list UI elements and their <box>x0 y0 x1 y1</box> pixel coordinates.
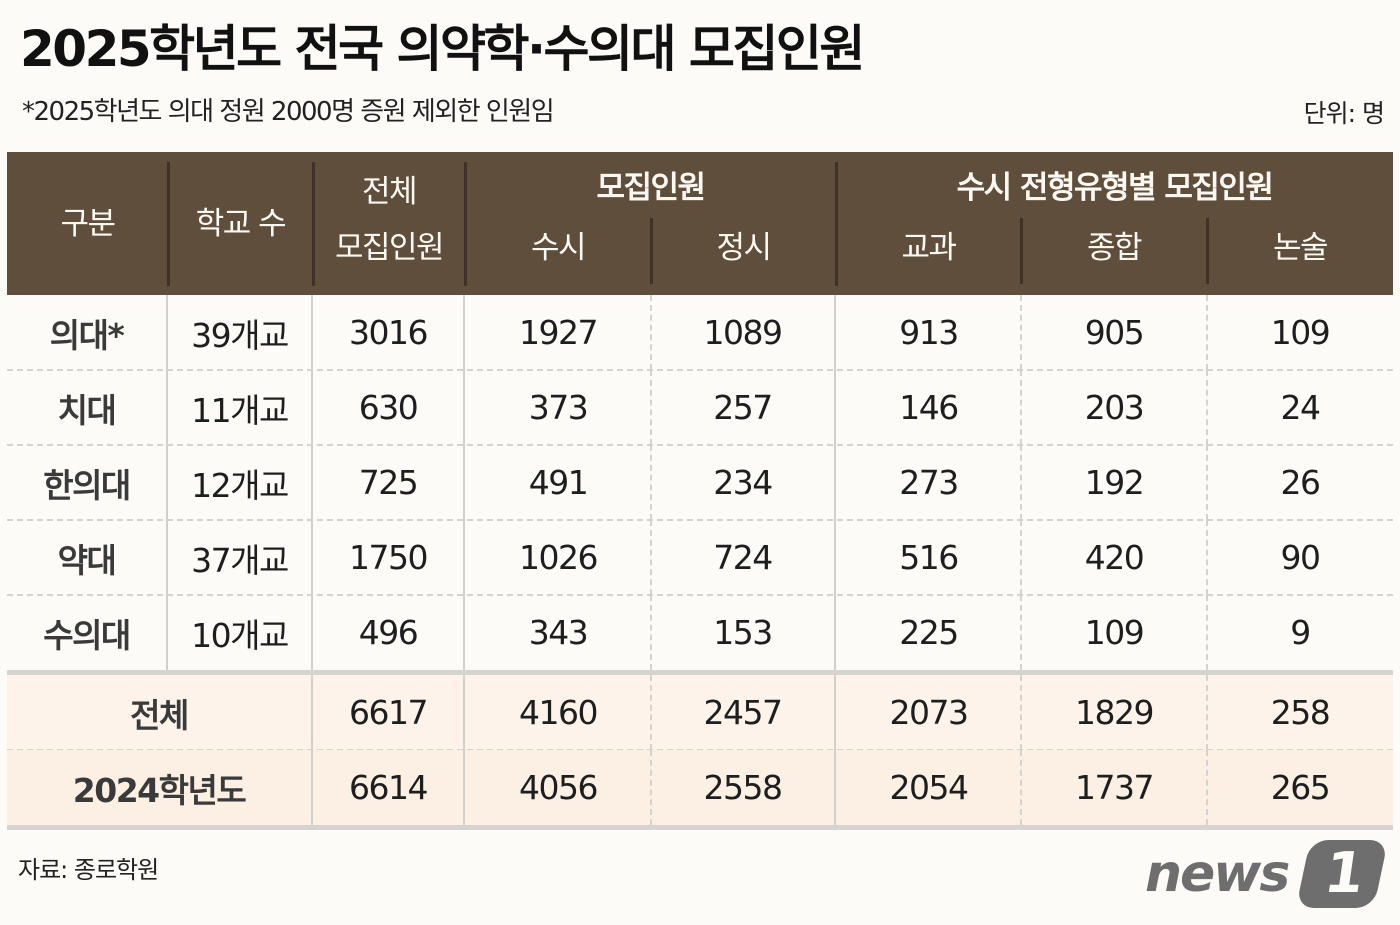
row-jeongsi: 724 <box>651 520 836 595</box>
row-total: 3016 <box>313 295 465 370</box>
total-label: 전체 <box>7 675 313 750</box>
row-jonghap: 420 <box>1021 520 1208 595</box>
row-nonsul: 9 <box>1290 613 1311 652</box>
row-susi: 373 <box>465 370 652 445</box>
header-total-line2: 모집인원 <box>334 230 445 266</box>
prev-nonsul: 265 <box>1270 768 1331 807</box>
row-jonghap: 192 <box>1021 445 1208 520</box>
page-title: 2025학년도 전국 의약학·수의대 모집인원 <box>20 20 865 78</box>
row-total: 630 <box>313 370 465 445</box>
row-susi: 491 <box>465 445 652 520</box>
bottom-rule <box>7 825 1393 830</box>
total-jeongsi: 2457 <box>651 675 836 750</box>
row-nonsul: 26 <box>1280 463 1322 502</box>
prev-susi: 4056 <box>465 750 652 825</box>
header-divider <box>1020 218 1023 284</box>
header-category: 구분 <box>60 205 116 242</box>
header-susi: 수시 <box>530 230 587 266</box>
table-row: 한의대 12개교 725 491 234 273 192 26 <box>7 445 1393 521</box>
row-jeongsi: 234 <box>651 445 836 520</box>
recruitment-table: 구분 학교 수 전체 모집인원 모집인원 수시 정시 수시 전형유형별 모집인원… <box>7 152 1393 830</box>
header-group-recruit: 모집인원 <box>596 170 706 206</box>
row-susi: 343 <box>465 595 652 670</box>
row-nonsul: 90 <box>1280 538 1322 577</box>
header-group-susi-type: 수시 전형유형별 모집인원 <box>956 170 1274 206</box>
header-divider <box>167 162 170 286</box>
table-row: 약대 37개교 1750 1026 724 516 420 90 <box>7 520 1393 596</box>
prev-jonghap: 1737 <box>1021 750 1208 825</box>
row-schools: 37개교 <box>168 520 313 595</box>
footnote-subtitle: *2025학년도 의대 정원 2000명 증원 제외한 인원임 <box>22 97 555 127</box>
row-category: 한의대 <box>7 445 168 520</box>
header-schools: 학교 수 <box>195 205 287 242</box>
row-schools: 10개교 <box>168 595 313 670</box>
prev-label: 2024학년도 <box>7 750 313 825</box>
prev-year-row: 2024학년도 6614 4056 2558 2054 1737 265 <box>7 750 1393 825</box>
row-gyogwa: 273 <box>836 445 1022 520</box>
row-jeongsi: 153 <box>651 595 836 670</box>
prev-gyogwa: 2054 <box>836 750 1022 825</box>
header-divider <box>835 162 838 286</box>
row-gyogwa: 516 <box>836 520 1022 595</box>
total-total: 6617 <box>313 675 465 750</box>
header-divider <box>1206 218 1209 284</box>
row-jonghap: 905 <box>1021 295 1208 370</box>
row-gyogwa: 913 <box>836 295 1022 370</box>
row-jonghap: 203 <box>1021 370 1208 445</box>
row-schools: 39개교 <box>168 295 313 370</box>
header-nonsul: 논술 <box>1272 230 1329 266</box>
header-total-line1: 전체 <box>361 174 418 210</box>
total-nonsul: 258 <box>1270 693 1331 732</box>
row-category: 약대 <box>7 520 168 595</box>
row-nonsul: 109 <box>1270 313 1331 352</box>
source-label: 자료: 종로학원 <box>18 856 159 884</box>
table-header: 구분 학교 수 전체 모집인원 모집인원 수시 정시 수시 전형유형별 모집인원… <box>7 152 1393 295</box>
header-divider <box>312 162 315 286</box>
prev-jeongsi: 2558 <box>651 750 836 825</box>
row-susi: 1026 <box>465 520 652 595</box>
table-row: 수의대 10개교 496 343 153 225 109 9 <box>7 595 1393 670</box>
row-category: 의대* <box>7 295 168 370</box>
header-gyogwa: 교과 <box>901 230 957 266</box>
row-jeongsi: 257 <box>651 370 836 445</box>
row-jeongsi: 1089 <box>651 295 836 370</box>
total-susi: 4160 <box>465 675 652 750</box>
row-category: 수의대 <box>7 595 168 670</box>
table-body: 의대* 39개교 3016 1927 1089 913 905 109 치대 1… <box>7 295 1393 830</box>
header-divider <box>464 162 467 286</box>
row-gyogwa: 146 <box>836 370 1022 445</box>
row-category: 치대 <box>7 370 168 445</box>
total-row: 전체 6617 4160 2457 2073 1829 258 <box>7 675 1393 751</box>
row-total: 725 <box>313 445 465 520</box>
row-gyogwa: 225 <box>836 595 1022 670</box>
total-gyogwa: 2073 <box>836 675 1022 750</box>
logo-badge-number: 1 <box>1320 841 1369 906</box>
row-total: 1750 <box>313 520 465 595</box>
news1-logo: news 1 <box>1145 840 1389 910</box>
logo-badge-icon: 1 <box>1295 840 1389 908</box>
total-jonghap: 1829 <box>1021 675 1208 750</box>
row-schools: 11개교 <box>168 370 313 445</box>
row-nonsul: 24 <box>1280 388 1322 427</box>
header-divider <box>650 218 653 284</box>
unit-label: 단위: 명 <box>1303 99 1385 128</box>
total-divider <box>7 670 1393 675</box>
table-row: 의대* 39개교 3016 1927 1089 913 905 109 <box>7 295 1393 371</box>
row-susi: 1927 <box>465 295 652 370</box>
row-schools: 12개교 <box>168 445 313 520</box>
row-total: 496 <box>313 595 465 670</box>
table-row: 치대 11개교 630 373 257 146 203 24 <box>7 370 1393 446</box>
header-jeongsi: 정시 <box>716 230 772 266</box>
row-jonghap: 109 <box>1021 595 1208 670</box>
logo-wordmark: news <box>1145 844 1290 904</box>
prev-total: 6614 <box>313 750 465 825</box>
header-jonghap: 종합 <box>1086 230 1143 266</box>
